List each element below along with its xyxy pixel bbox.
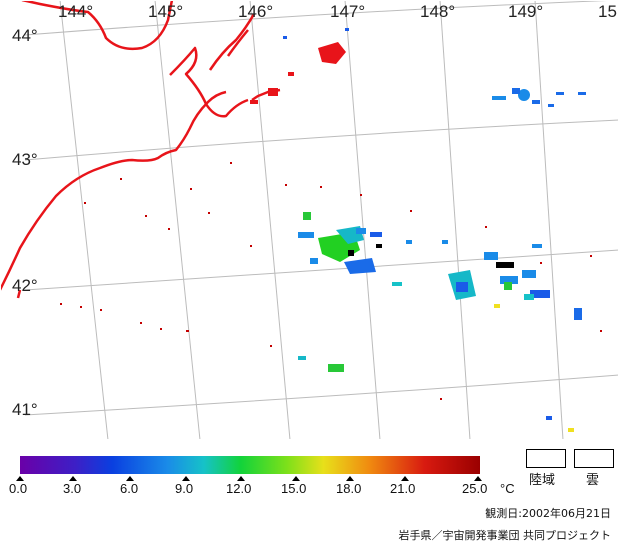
colorbar-unit: °C	[500, 481, 515, 496]
cloud-legend-label: 雲	[586, 473, 600, 488]
lat-label: 41°	[12, 400, 38, 419]
colorbar-tick	[401, 476, 409, 481]
land-legend-label: 陸域	[529, 473, 556, 488]
colorbar-tick-label: 15.0	[281, 481, 307, 496]
credit-text: 岩手県／宇宙開発事業団 共同プロジェクト	[398, 529, 612, 542]
colorbar-tick	[182, 476, 190, 481]
sst-cluster-147	[298, 212, 412, 372]
colorbar-tick-label: 21.0	[390, 481, 416, 496]
coastal-sst-dots	[60, 162, 602, 400]
colorbar-tick-label: 18.0	[336, 481, 362, 496]
sst-patches-cool	[283, 28, 586, 107]
lon-label: 149°	[508, 2, 544, 21]
graticule	[24, 0, 619, 440]
colorbar-tick-label: 0.0	[9, 481, 28, 496]
lon-label: 144°	[58, 2, 94, 21]
colorbar-tick-label: 3.0	[63, 481, 82, 496]
temperature-colorbar	[20, 456, 480, 474]
colorbar-tick	[346, 476, 354, 481]
colorbar-tick-label: 25.0	[462, 481, 488, 496]
land-legend-swatch	[526, 449, 566, 468]
lat-label: 42°	[12, 276, 38, 295]
colorbar-tick-label: 9.0	[175, 481, 194, 496]
coastline	[0, 0, 281, 299]
colorbar-tick-label: 6.0	[120, 481, 139, 496]
colorbar-tick-label: 12.0	[226, 481, 252, 496]
lon-label: 15	[598, 2, 617, 21]
colorbar-tick	[237, 476, 245, 481]
lon-label: 147°	[330, 2, 366, 21]
colorbar-tick	[126, 476, 134, 481]
colorbar-tick	[474, 476, 482, 481]
lon-label: 148°	[420, 2, 456, 21]
sst-map	[0, 0, 619, 440]
sst-cluster-148	[442, 240, 582, 432]
lat-label: 44°	[12, 26, 38, 45]
colorbar-tick	[16, 476, 24, 481]
sst-patches-warm	[250, 42, 346, 104]
observation-date: 観測日:2002年06月21日	[485, 507, 611, 520]
colorbar-tick	[292, 476, 300, 481]
colorbar-tick	[69, 476, 77, 481]
lat-label: 43°	[12, 150, 38, 169]
lon-label: 145°	[148, 2, 184, 21]
lon-label: 146°	[238, 2, 274, 21]
cloud-legend-swatch	[574, 449, 614, 468]
